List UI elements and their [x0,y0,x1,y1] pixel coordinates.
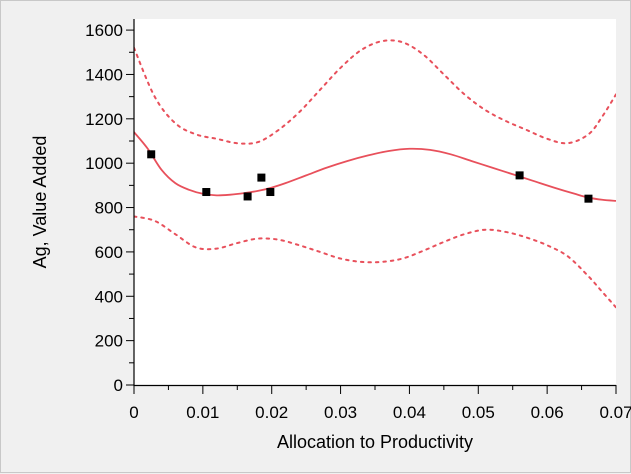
data-point [257,173,266,182]
data-point [243,192,252,201]
y-tick-label: 0 [114,376,123,395]
x-tick-label: 0.01 [186,403,219,422]
data-point [584,194,593,203]
lower-confidence-band [134,215,616,309]
x-tick-label: 0.05 [462,403,495,422]
fit-curve [134,131,616,202]
y-tick-label: 1600 [85,21,123,40]
x-tick-label: 0.02 [255,403,288,422]
y-tick-label: 600 [95,243,123,262]
data-point [147,150,156,159]
y-ticks: 0 200 400 600 800 1000 1200 1400 1600 [85,21,134,395]
x-axis-title: Allocation to Productivity [277,432,473,452]
y-tick-label: 800 [95,199,123,218]
y-tick-label: 400 [95,287,123,306]
data-point [515,171,524,180]
x-ticks: 0 0.01 0.02 0.03 0.04 0.05 0.06 0.07 [129,385,631,422]
x-tick-label: 0.03 [324,403,357,422]
x-tick-label: 0 [129,403,138,422]
plot-area [134,19,616,385]
data-point [202,188,211,197]
y-tick-label: 200 [95,332,123,351]
data-point [266,188,275,197]
x-tick-label: 0.06 [531,403,564,422]
data-points [147,150,593,203]
upper-confidence-band [134,39,616,145]
fit-curve-layer [134,131,616,202]
y-axis-title: Ag, Value Added [30,136,50,269]
confidence-bands [134,39,616,309]
x-tick-label: 0.07 [599,403,631,422]
y-tick-label: 1000 [85,154,123,173]
y-tick-label: 1400 [85,65,123,84]
y-tick-label: 1200 [85,110,123,129]
x-tick-label: 0.04 [393,403,426,422]
